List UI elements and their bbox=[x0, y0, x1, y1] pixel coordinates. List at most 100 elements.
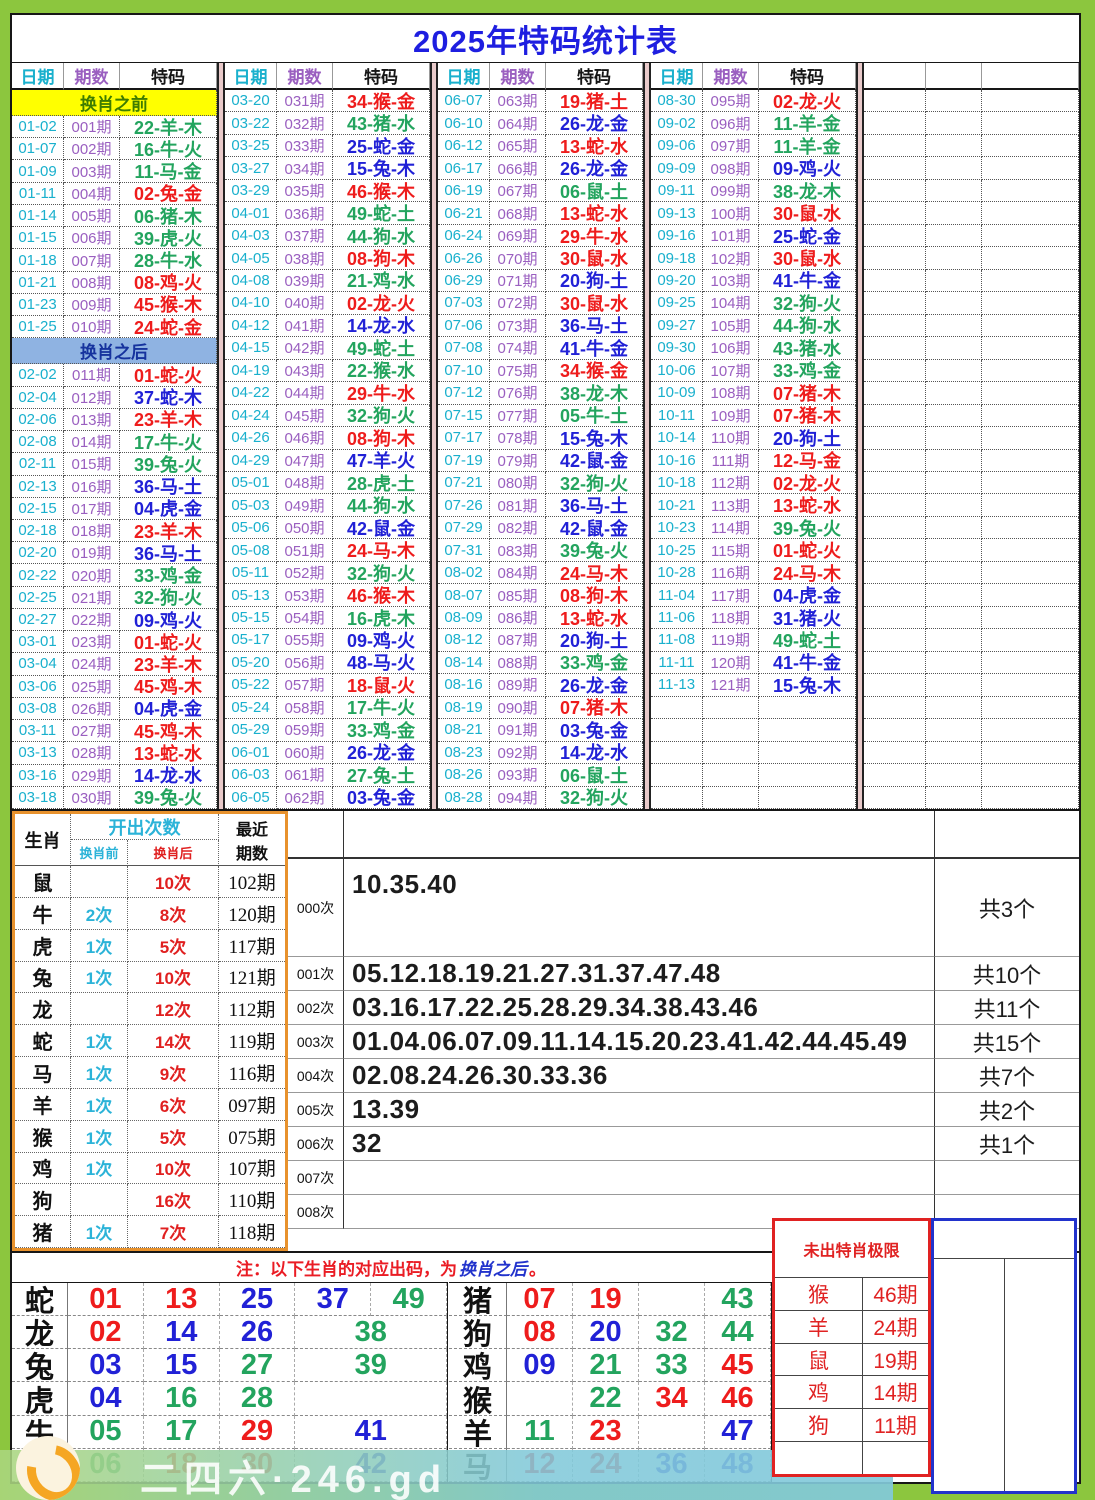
date-cell bbox=[864, 427, 926, 450]
date-cell: 10-21 bbox=[651, 494, 703, 517]
period-cell: 018期 bbox=[64, 519, 120, 543]
date-cell bbox=[864, 629, 926, 652]
period-cell: 119期 bbox=[703, 629, 759, 652]
special-code-cell: 39-兔-火 bbox=[759, 516, 856, 540]
date-cell: 09-16 bbox=[651, 224, 703, 248]
special-code-cell: 27-兔-土 bbox=[333, 764, 430, 787]
date-cell: 05-08 bbox=[225, 539, 277, 562]
special-code-cell bbox=[982, 427, 1079, 450]
stats-after-count-cell: 16次 bbox=[128, 1184, 219, 1217]
special-code-cell: 41-牛-金 bbox=[759, 651, 856, 675]
period-cell: 025期 bbox=[64, 675, 120, 698]
special-code-cell: 39-兔-火 bbox=[546, 539, 643, 562]
results-table: 日期 期数 特码 换肖之前 01-02 001期 22-羊-木 01-07 002期 16-牛-火… bbox=[12, 62, 1079, 811]
period-cell: 102期 bbox=[703, 247, 759, 270]
stats-zodiac-cell: 猪 bbox=[15, 1216, 71, 1248]
period-cell bbox=[926, 561, 982, 585]
period-cell: 080期 bbox=[490, 471, 546, 495]
period-cell: 002期 bbox=[64, 138, 120, 161]
results-group-2: 日期 期数 特码 03-20 031期 34-猴-金 03-22 032期 43-猪-水 03-2… bbox=[225, 63, 430, 809]
stats-before-count-cell: 1次 bbox=[71, 1152, 128, 1185]
period-cell bbox=[926, 764, 982, 787]
period-cell: 092期 bbox=[490, 741, 546, 765]
special-code-cell: 38-龙-木 bbox=[546, 382, 643, 405]
date-cell bbox=[864, 382, 926, 405]
period-cell: 037期 bbox=[277, 224, 333, 248]
special-code-cell: 09-鸡-火 bbox=[120, 608, 217, 632]
date-cell: 06-03 bbox=[225, 764, 277, 787]
period-cell: 101期 bbox=[703, 224, 759, 248]
period-cell: 052期 bbox=[277, 561, 333, 585]
stats-before-count-cell: 1次 bbox=[71, 1216, 128, 1248]
date-cell: 01-25 bbox=[12, 316, 64, 339]
limit-period-cell: 11期 bbox=[863, 1408, 928, 1441]
date-cell: 09-30 bbox=[651, 337, 703, 360]
special-code-cell: 20-狗-土 bbox=[759, 427, 856, 450]
special-code-cell bbox=[982, 90, 1079, 113]
special-code-cell: 30-鼠-水 bbox=[546, 247, 643, 270]
special-code-cell: 03-兔-金 bbox=[546, 719, 643, 742]
period-cell: 072期 bbox=[490, 292, 546, 315]
period-cell bbox=[926, 404, 982, 428]
stats-recent-period-cell: 116期 bbox=[219, 1057, 285, 1089]
date-cell: 04-29 bbox=[225, 449, 277, 472]
frequency-total-cell bbox=[934, 1161, 1079, 1195]
period-cell: 055期 bbox=[277, 629, 333, 652]
special-code-cell: 09-鸡-火 bbox=[759, 157, 856, 180]
period-cell bbox=[926, 337, 982, 360]
zodiac-number-cell: 05 bbox=[68, 1415, 144, 1449]
date-cell: 04-05 bbox=[225, 247, 277, 270]
period-cell: 047期 bbox=[277, 449, 333, 472]
frequency-numbers-cell: 01.04.06.07.09.11.14.15.20.23.41.42.44.4… bbox=[344, 1025, 934, 1059]
date-cell: 09-27 bbox=[651, 314, 703, 338]
period-cell: 064期 bbox=[490, 112, 546, 135]
date-cell bbox=[864, 764, 926, 787]
date-cell: 11-04 bbox=[651, 584, 703, 607]
period-cell: 099期 bbox=[703, 179, 759, 203]
special-code-cell: 08-狗-木 bbox=[546, 584, 643, 607]
period-cell: 013期 bbox=[64, 408, 120, 432]
special-code-cell: 15-兔-木 bbox=[546, 427, 643, 450]
stats-before-count-cell: 1次 bbox=[71, 961, 128, 994]
stats-zodiac-cell: 马 bbox=[15, 1057, 71, 1089]
period-cell: 050期 bbox=[277, 516, 333, 540]
special-code-cell: 04-虎-金 bbox=[120, 697, 217, 721]
stats-after-count-cell: 14次 bbox=[128, 1025, 219, 1057]
date-cell: 01-07 bbox=[12, 138, 64, 161]
zodiac-label-cell: 羊 bbox=[449, 1415, 507, 1449]
zodiac-label-cell: 虎 bbox=[12, 1382, 68, 1416]
period-cell: 033期 bbox=[277, 134, 333, 158]
special-code-cell: 07-猪-木 bbox=[759, 382, 856, 405]
period-cell bbox=[926, 134, 982, 158]
special-code-cell: 48-马-火 bbox=[333, 651, 430, 675]
special-code-cell: 29-牛-水 bbox=[333, 382, 430, 405]
special-code-cell bbox=[759, 719, 856, 742]
date-cell: 05-29 bbox=[225, 719, 277, 742]
period-cell: 061期 bbox=[277, 764, 333, 787]
date-cell: 03-18 bbox=[12, 786, 64, 809]
stats-after-count-cell: 5次 bbox=[128, 929, 219, 962]
period-cell: 105期 bbox=[703, 314, 759, 338]
date-cell: 08-26 bbox=[438, 764, 490, 787]
period-cell: 111期 bbox=[703, 449, 759, 472]
zodiac-number-cell: 44 bbox=[705, 1316, 771, 1350]
special-code-cell: 05-牛-土 bbox=[546, 404, 643, 428]
stats-header-before-switch: 换肖前 bbox=[71, 840, 128, 866]
date-cell: 01-11 bbox=[12, 182, 64, 205]
special-code-cell bbox=[982, 606, 1079, 630]
date-cell: 08-30 bbox=[651, 90, 703, 113]
date-cell: 06-07 bbox=[438, 90, 490, 113]
special-code-cell: 46-猴-木 bbox=[333, 179, 430, 203]
period-cell bbox=[926, 674, 982, 697]
period-cell: 117期 bbox=[703, 584, 759, 607]
stats-zodiac-cell: 龙 bbox=[15, 993, 71, 1026]
stats-zodiac-cell: 鸡 bbox=[15, 1152, 71, 1185]
zodiac-number-cell: 09 bbox=[507, 1349, 573, 1383]
date-cell bbox=[651, 786, 703, 809]
special-code-cell bbox=[982, 134, 1079, 158]
special-code-cell: 02-龙-火 bbox=[333, 292, 430, 315]
special-code-cell: 33-鸡-金 bbox=[120, 564, 217, 587]
zodiac-number-cell: 49 bbox=[371, 1283, 447, 1317]
frequency-total-cell: 共11个 bbox=[934, 991, 1079, 1025]
period-cell: 011期 bbox=[64, 364, 120, 387]
